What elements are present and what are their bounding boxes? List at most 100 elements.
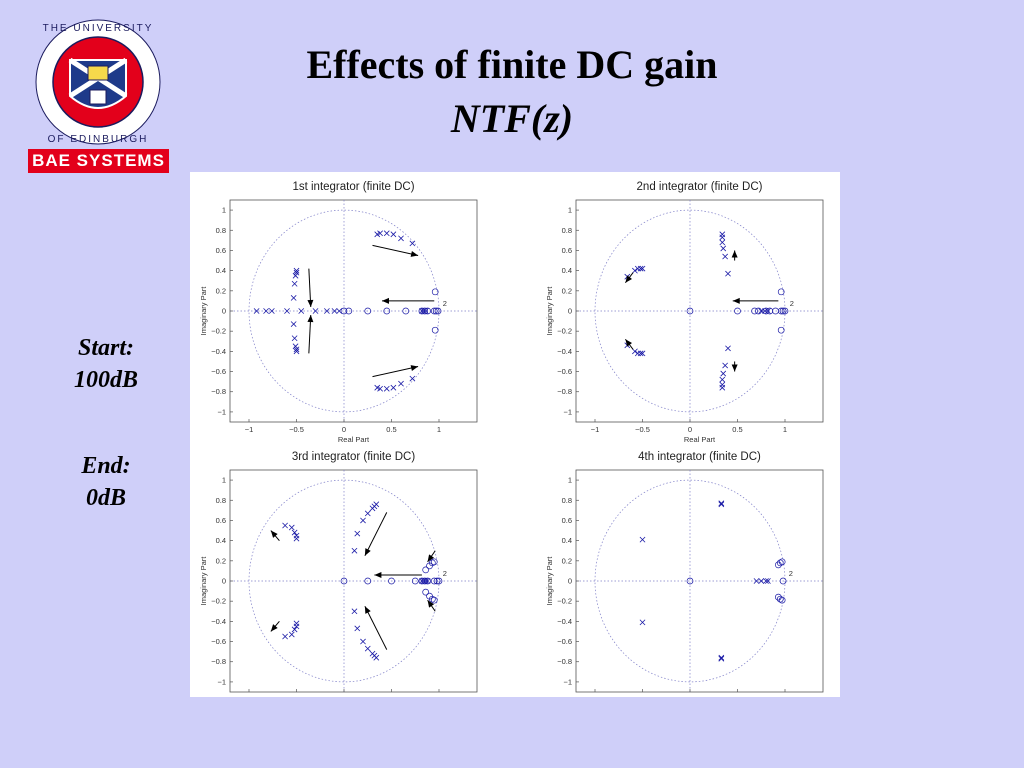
pole-marker (360, 638, 366, 645)
pole-stroke (291, 280, 298, 287)
zero-marker (431, 326, 439, 334)
pole-marker (282, 633, 288, 640)
pole-stroke (291, 626, 298, 633)
trajectory-arrow (731, 250, 738, 261)
pole-stroke (637, 350, 644, 357)
pole-marker (725, 345, 731, 352)
pole-stroke (288, 524, 295, 531)
pole-marker (639, 536, 646, 543)
pole-stroke (722, 362, 729, 369)
zero-marker (435, 577, 443, 585)
pole-stroke (292, 272, 299, 279)
pole-marker (424, 578, 431, 584)
y-tick-label: −1 (563, 407, 572, 416)
y-tick-label: 0.2 (216, 556, 226, 565)
x-tick-label: 0.5 (386, 425, 396, 434)
pole-stroke (718, 501, 725, 508)
zero-marker (778, 596, 786, 604)
zero-marker (777, 288, 785, 296)
zero-marker (779, 577, 787, 585)
x-tick-label: −0.5 (635, 695, 650, 697)
pole-marker (420, 308, 427, 314)
end-label: End: 0dB (40, 450, 172, 514)
pole-marker (753, 578, 760, 584)
pole-stroke (293, 623, 300, 630)
pole-marker (639, 350, 646, 357)
trajectory-arrow (270, 621, 280, 632)
multiplicity-label: 2 (789, 569, 793, 578)
pz-plot-2: 2nd integrator (finite DC) −1 −0.5 0 0.5 1 1 0.… (545, 181, 824, 444)
pole-stroke (718, 655, 725, 662)
arrow-shaft (364, 512, 388, 556)
pole-stroke (253, 308, 260, 314)
zero-marker (433, 577, 441, 585)
pole-stroke (639, 619, 646, 626)
pole-stroke (290, 294, 297, 301)
x-tick-label: 0.5 (386, 695, 396, 697)
y-axis-label: Imaginary Part (545, 286, 554, 336)
pole-stroke (312, 308, 319, 314)
zero-marker (388, 577, 395, 585)
pole-marker (331, 308, 338, 314)
pole-marker (293, 623, 300, 630)
slide-subtitle: NTF(z) (450, 96, 574, 141)
pz-plot-3: 3rd integrator (finite DC) −1 −0.5 0 0.5 1 1 0.… (199, 451, 478, 714)
arrow-head (410, 365, 419, 371)
zero-marker (762, 307, 770, 315)
pole-stroke (290, 321, 297, 328)
pole-stroke (762, 308, 768, 314)
pole-stroke (639, 536, 646, 543)
pole-marker (719, 234, 726, 241)
y-tick-label: −0.6 (557, 637, 572, 646)
zero-marker (430, 577, 438, 585)
pole-marker (634, 350, 641, 357)
arrow-shaft (372, 244, 419, 256)
pole-marker (351, 608, 358, 615)
pole-stroke (718, 654, 725, 661)
pole-stroke (293, 267, 300, 274)
pole-stroke (765, 578, 771, 584)
arrow-head (364, 548, 371, 556)
pole-stroke (719, 234, 726, 241)
pole-stroke (409, 240, 416, 247)
pole-marker (390, 384, 397, 391)
slide-title: Effects of finite DC gain (306, 42, 718, 87)
y-tick-label: −0.2 (211, 597, 226, 606)
y-tick-label: −0.2 (557, 327, 572, 336)
zero-marker (777, 307, 785, 315)
y-axis-label: Imaginary Part (545, 556, 554, 606)
pole-marker (632, 348, 638, 355)
trajectory-arrow (374, 571, 422, 578)
trajectory-arrow (427, 599, 436, 612)
pole-stroke (632, 348, 638, 355)
zero-marker (424, 577, 431, 585)
y-tick-label: 0.2 (216, 286, 226, 295)
x-tick-label: 0.5 (732, 425, 742, 434)
pole-stroke (288, 631, 295, 638)
pole-stroke (719, 376, 726, 383)
y-tick-label: 0.8 (216, 226, 226, 235)
pole-stroke (765, 308, 771, 314)
pole-marker (637, 265, 644, 272)
pole-stroke (390, 231, 397, 238)
zero-marker (781, 307, 789, 315)
arrow-head (410, 251, 419, 257)
pole-stroke (354, 625, 361, 632)
pole-marker (758, 578, 765, 584)
pole-marker (364, 645, 371, 652)
pole-stroke (291, 335, 298, 342)
y-tick-label: 0 (568, 307, 572, 316)
pole-marker (288, 631, 295, 638)
arrow-head (625, 275, 633, 283)
y-tick-label: −0.6 (211, 367, 226, 376)
arrow-head (307, 315, 314, 323)
pole-stroke (639, 350, 646, 357)
y-tick-label: −0.6 (211, 637, 226, 646)
y-tick-label: −0.4 (557, 617, 572, 626)
y-tick-label: −0.4 (557, 347, 572, 356)
pole-marker (253, 308, 260, 314)
x-tick-label: −0.5 (289, 695, 304, 697)
arrow-head (731, 364, 738, 372)
pole-marker (718, 500, 725, 507)
pole-stroke (369, 505, 376, 512)
